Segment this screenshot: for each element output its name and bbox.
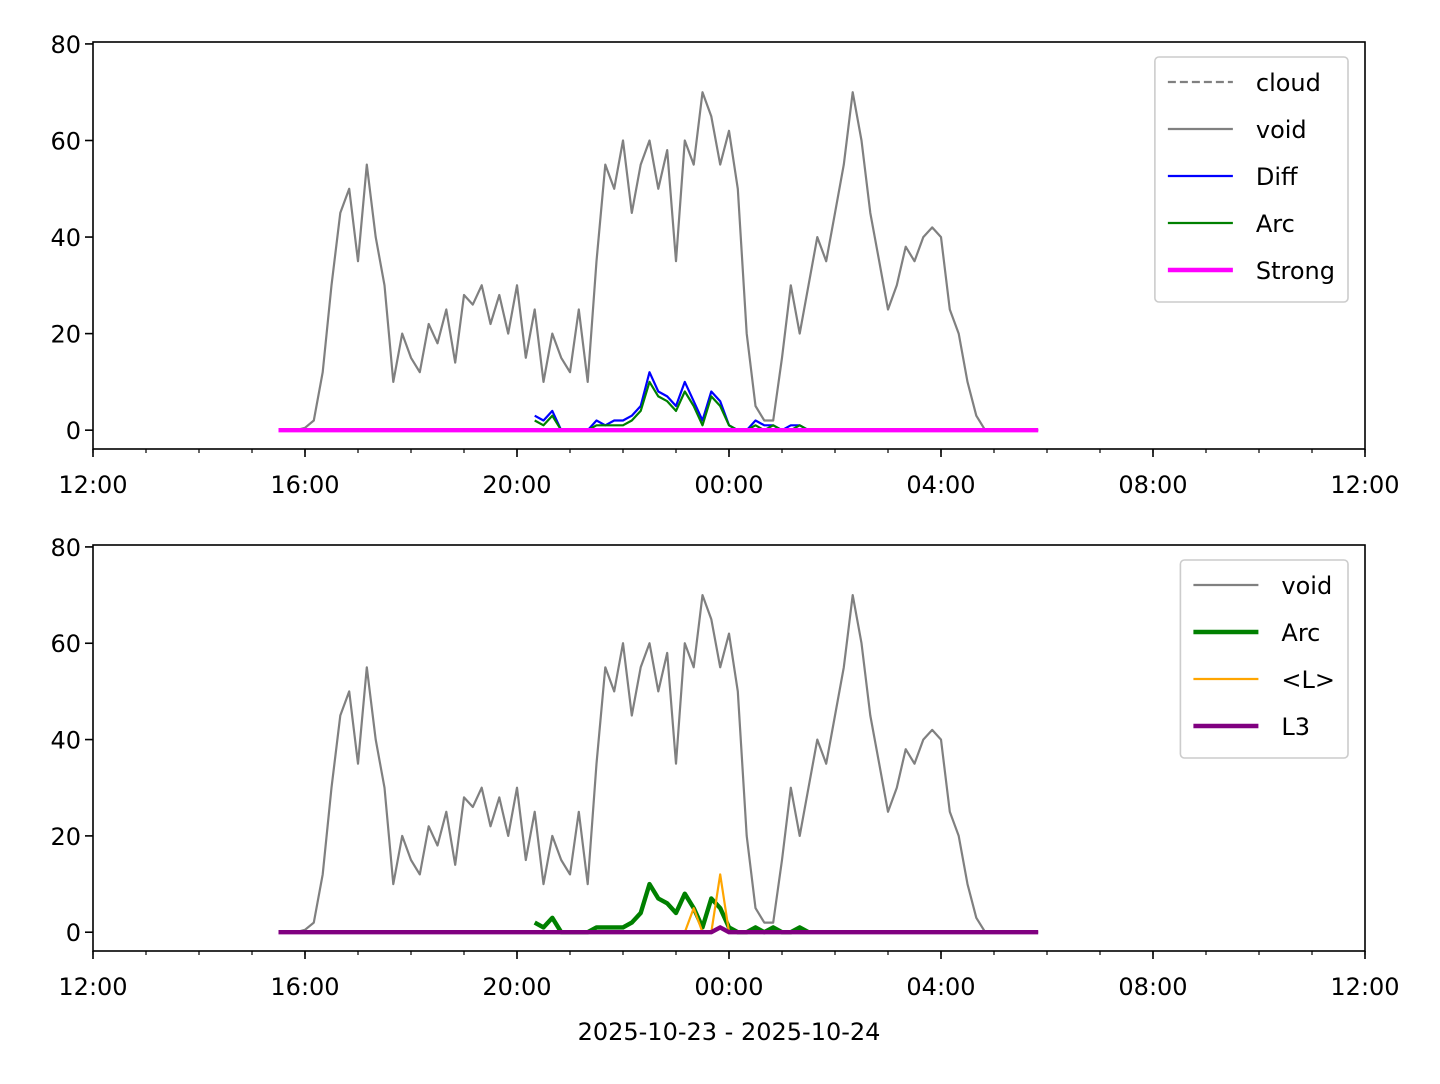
legend-label: <L>	[1281, 666, 1335, 694]
y-tick-label: 0	[66, 919, 81, 947]
x-axis-label: 2025-10-23 - 2025-10-24	[578, 1018, 881, 1046]
legend-label: L3	[1281, 713, 1310, 741]
series-line	[278, 91, 1039, 432]
y-tick-label: 20	[50, 321, 81, 349]
x-tick-label: 00:00	[694, 973, 763, 1001]
legend-label: Arc	[1281, 619, 1320, 647]
legend-label: cloud	[1256, 69, 1321, 97]
x-tick-label: 04:00	[906, 973, 975, 1001]
x-tick-label: 12:00	[1330, 973, 1399, 1001]
series-line	[278, 925, 1039, 935]
x-tick-label: 16:00	[270, 973, 339, 1001]
legend: void Arc <L> L3	[1179, 559, 1349, 759]
x-tick-label: 12:00	[58, 973, 127, 1001]
legend-label: void	[1256, 116, 1307, 144]
legend-label: Diff	[1256, 163, 1298, 191]
legend-box	[1154, 56, 1349, 303]
y-tick-label: 80	[50, 31, 81, 59]
y-tick-label: 80	[50, 534, 81, 562]
series-line	[278, 594, 1039, 934]
x-tick-label: 00:00	[694, 471, 763, 499]
y-tick-label: 20	[50, 823, 81, 851]
legend-label: Strong	[1256, 257, 1335, 285]
y-tick-label: 60	[50, 630, 81, 658]
x-tick-label: 12:00	[58, 471, 127, 499]
legend-label: void	[1281, 572, 1332, 600]
y-tick-label: 60	[50, 127, 81, 155]
x-tick-label: 08:00	[1118, 471, 1187, 499]
x-tick-label: 20:00	[482, 471, 551, 499]
y-tick-label: 40	[50, 727, 81, 755]
legend: cloud void Diff Arc Strong	[1154, 56, 1349, 303]
legend-label: Arc	[1256, 210, 1295, 238]
x-tick-label: 16:00	[270, 471, 339, 499]
x-tick-label: 12:00	[1330, 471, 1399, 499]
y-tick-label: 40	[50, 224, 81, 252]
x-tick-label: 20:00	[482, 973, 551, 1001]
y-tick-label: 0	[66, 417, 81, 445]
x-tick-label: 04:00	[906, 471, 975, 499]
legend-box	[1179, 559, 1349, 759]
x-tick-label: 08:00	[1118, 973, 1187, 1001]
